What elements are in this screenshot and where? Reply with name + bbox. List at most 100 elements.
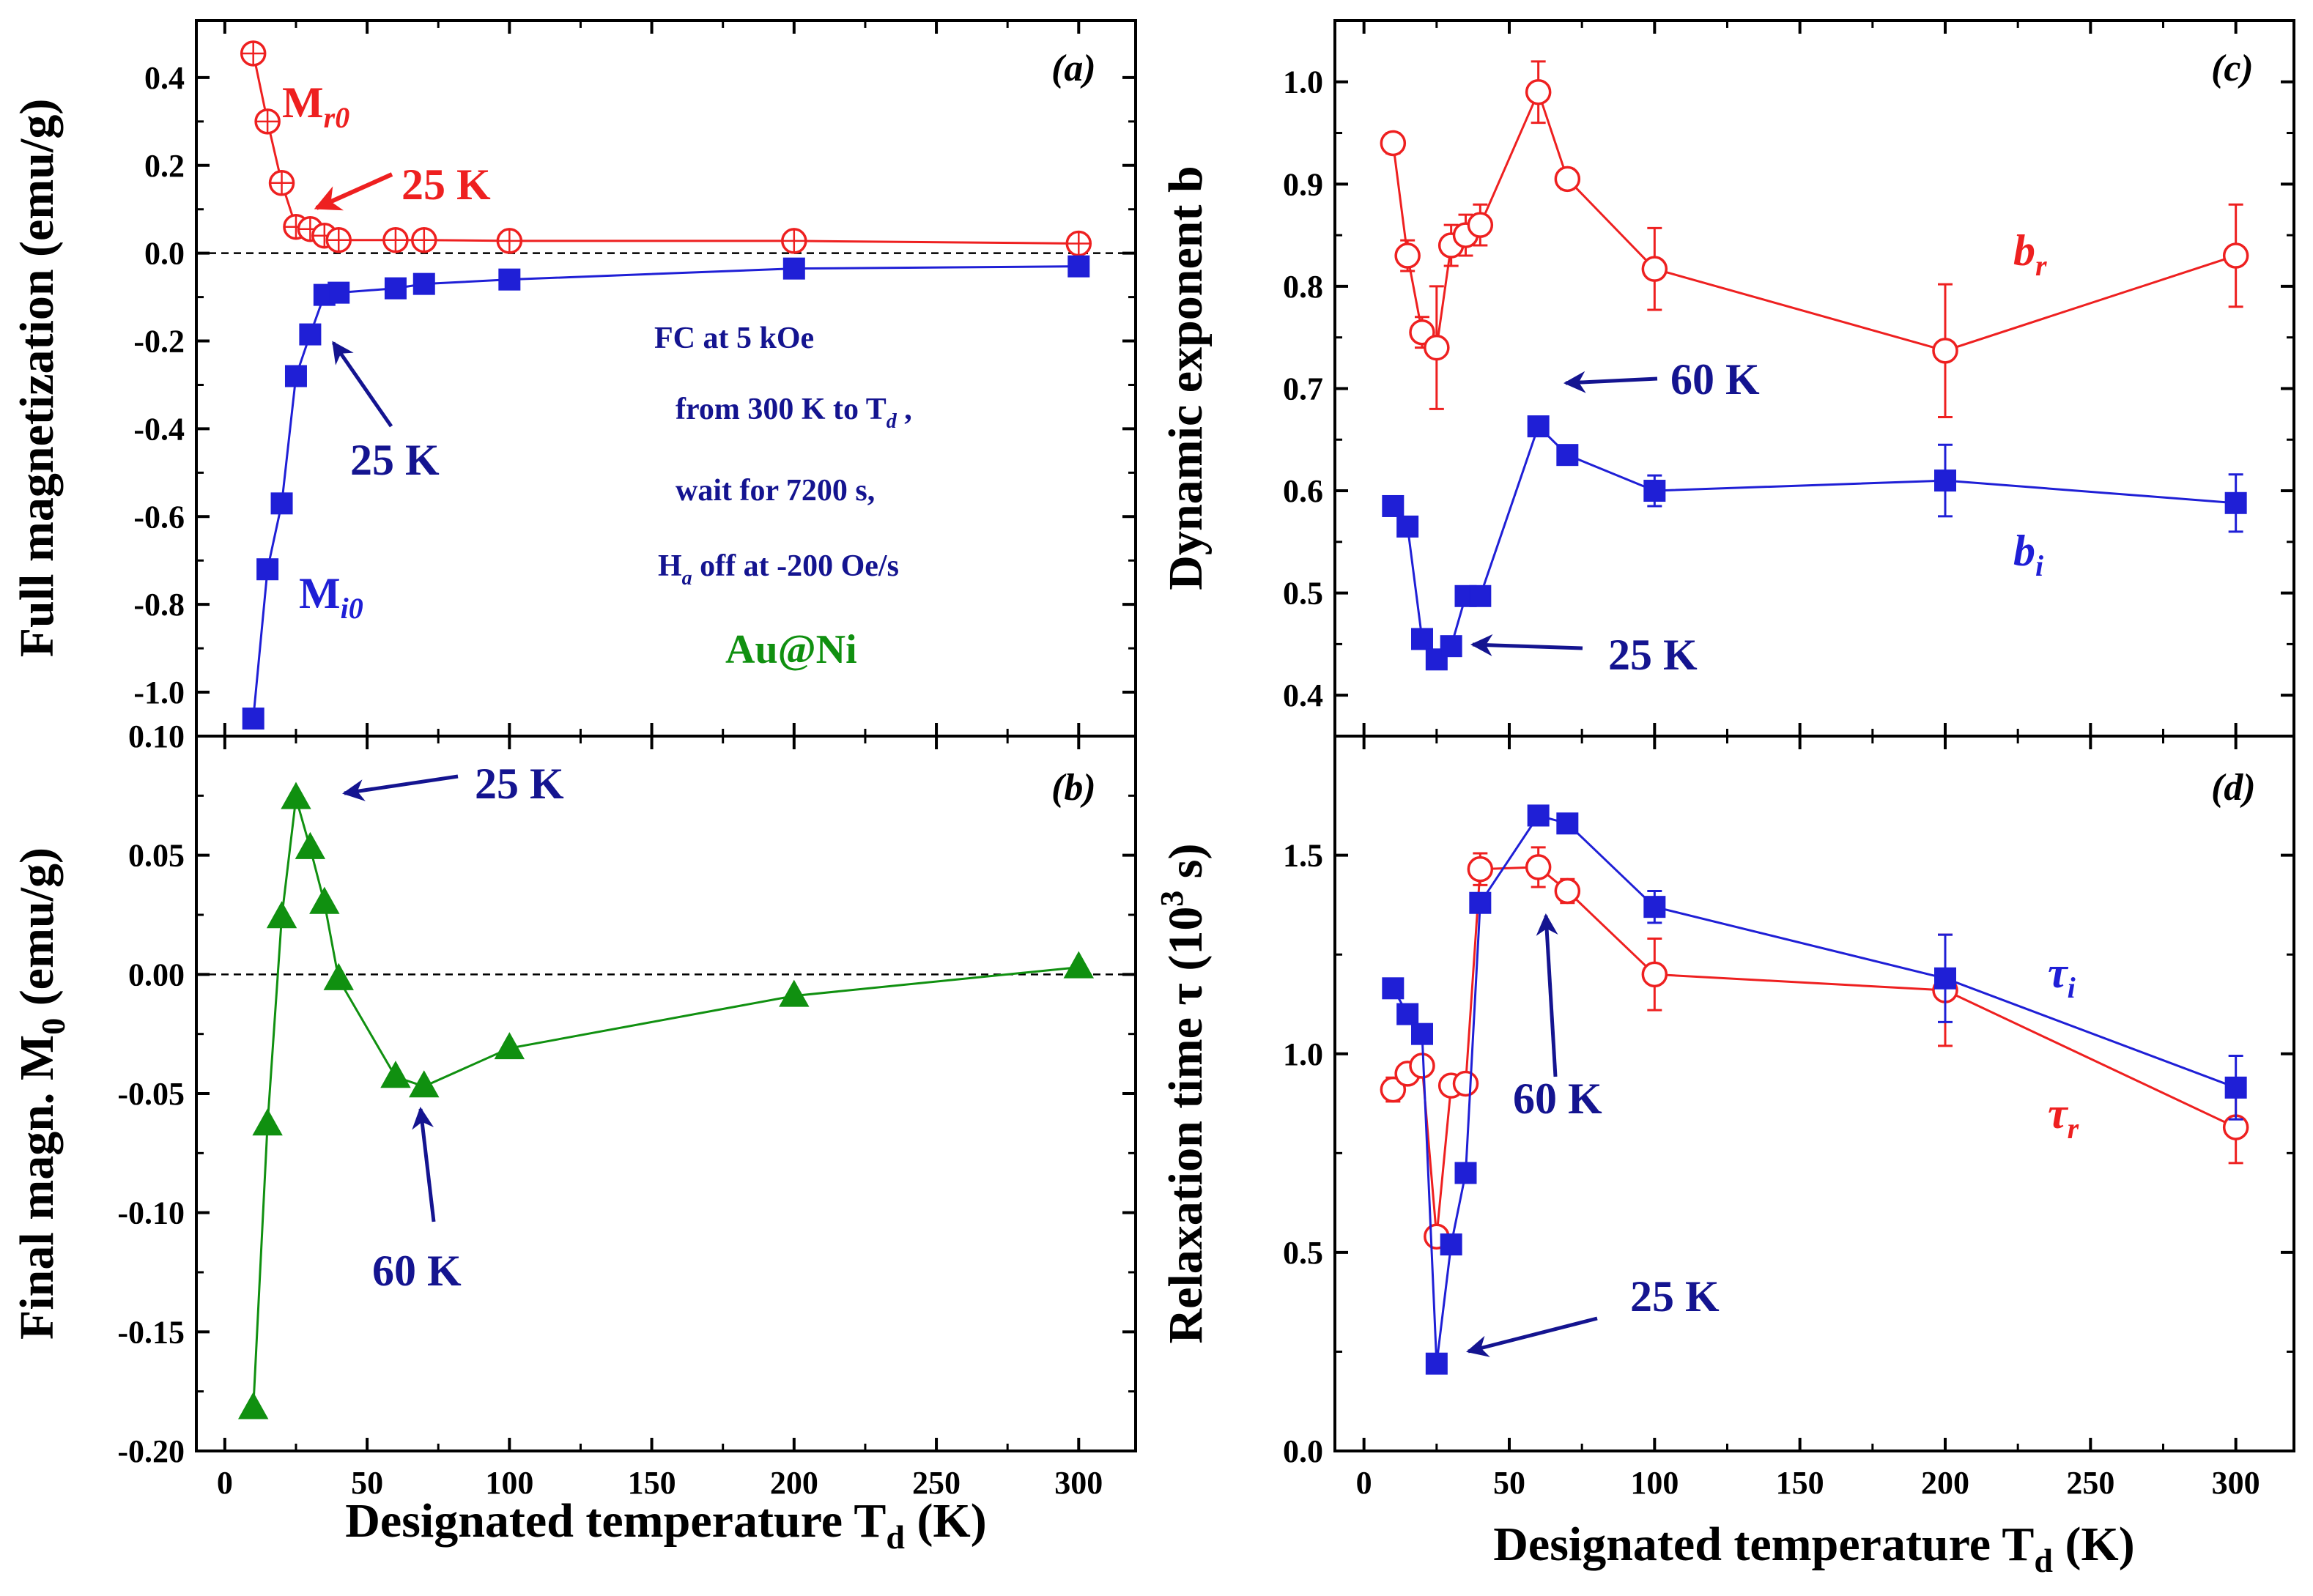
panel-label: (c) xyxy=(2211,48,2254,89)
y-tick-label: -0.10 xyxy=(117,1195,185,1231)
x-tick-label: 250 xyxy=(2066,1465,2114,1501)
annotation-sample: Au@Ni xyxy=(725,627,857,672)
series xyxy=(237,782,1095,1419)
data-point xyxy=(1382,494,1405,517)
data-point xyxy=(1643,480,1666,502)
y-tick-label: 0.5 xyxy=(1283,1235,1323,1271)
x-tick-label: 50 xyxy=(1493,1465,1525,1501)
data-point xyxy=(1425,1352,1448,1375)
arrow-60k xyxy=(1563,371,1658,393)
data-point xyxy=(1454,1162,1477,1184)
data-point xyxy=(1934,469,1956,492)
data-point xyxy=(494,1032,525,1060)
annotation-25k-navy: 25 K xyxy=(350,436,440,484)
x-tick-label: 0 xyxy=(217,1465,233,1501)
y-tick-label: -0.05 xyxy=(117,1076,185,1112)
annotation-mi0: Mi0 xyxy=(299,569,363,625)
x-axis-title-left: Designated temperature Td (K) xyxy=(345,1494,987,1556)
y-tick-label: 0.05 xyxy=(128,838,185,874)
data-point xyxy=(1554,166,1581,193)
y-tick-label: -0.20 xyxy=(117,1433,185,1469)
data-point xyxy=(1382,977,1405,1000)
x-tick-label: 150 xyxy=(1776,1465,1824,1501)
panel-b: 0 50 100 150 200 250 300 0.10 0.05 0.00 -0.05 -0.10… xyxy=(10,719,1137,1501)
data-point xyxy=(1452,1070,1479,1097)
data-point xyxy=(323,962,354,990)
y-tick-label: 0.9 xyxy=(1283,166,1323,202)
data-point xyxy=(1934,967,1956,990)
x-tick-label: 100 xyxy=(485,1465,533,1501)
annotation-60k: 60 K xyxy=(372,1247,462,1295)
y-tick-label: 0.2 xyxy=(144,148,185,184)
arrow-60k xyxy=(1536,913,1558,1077)
y-tick-label: 0.5 xyxy=(1283,576,1323,612)
data-point xyxy=(1394,242,1421,269)
arrow-25k xyxy=(342,774,459,801)
data-point xyxy=(327,281,350,304)
data-point xyxy=(242,708,264,730)
data-point xyxy=(409,1070,440,1098)
data-point xyxy=(1527,804,1550,827)
arrow-25k-navy xyxy=(331,341,393,428)
data-point xyxy=(2224,491,2247,514)
series-line-br xyxy=(1391,89,2237,352)
data-point xyxy=(256,558,279,581)
data-point xyxy=(270,492,293,515)
data-point xyxy=(1469,584,1492,607)
ticks: 0 50 100 150 200 250 300 0.10 0.05 0.00 -0.05 -0.10… xyxy=(117,719,1136,1501)
annotation-protocol-3: wait for 7200 s, xyxy=(676,474,875,508)
data-point xyxy=(2224,1076,2247,1099)
annotation-60k: 60 K xyxy=(1513,1074,1602,1123)
x-tick-label: 250 xyxy=(912,1465,961,1501)
panel-label: (a) xyxy=(1051,48,1096,89)
data-point xyxy=(299,323,322,346)
data-point xyxy=(266,901,297,929)
data-point xyxy=(1467,855,1494,883)
annotation-25k: 25 K xyxy=(475,760,564,808)
y-tick-label: -0.15 xyxy=(117,1314,185,1350)
data-point xyxy=(1424,334,1450,361)
data-point xyxy=(1527,415,1550,438)
annotation-protocol-2: from 300 K to Td , xyxy=(676,393,912,433)
annotation-25k-red: 25 K xyxy=(401,160,491,209)
annotation-bi: bi xyxy=(2013,527,2043,582)
y-tick-label: 1.0 xyxy=(1283,1036,1323,1072)
data-point xyxy=(412,272,435,295)
series xyxy=(1380,60,2249,671)
data-point xyxy=(1411,628,1433,650)
y-tick-label: -0.8 xyxy=(133,587,185,623)
data-point xyxy=(1067,255,1090,278)
data-point xyxy=(1063,951,1095,979)
panel-c: 1.0 0.9 0.8 0.7 0.6 0.5 0.4 (c) Dynamic expone… xyxy=(1159,19,2295,738)
data-point xyxy=(1554,877,1581,905)
data-point xyxy=(284,365,307,387)
panel-d: 0 50 100 150 200 250 300 1.5 1.0 0.5 0.0 (d) Relax… xyxy=(1154,735,2295,1501)
data-point xyxy=(1411,1022,1433,1045)
y-axis-title: Full magnetization (emu/g) xyxy=(10,99,64,658)
y-axis-title: Final magn. M0 (emu/g) xyxy=(10,847,72,1340)
annotation-25k: 25 K xyxy=(1608,631,1698,679)
y-tick-label: 1.0 xyxy=(1283,64,1323,100)
data-point xyxy=(1643,896,1666,918)
data-point xyxy=(782,257,805,280)
data-point xyxy=(281,782,311,809)
panel-label: (b) xyxy=(1051,767,1096,809)
y-tick-label: -0.6 xyxy=(133,499,185,535)
y-tick-label: 0.10 xyxy=(128,719,185,754)
arrow-25k-red xyxy=(314,172,393,211)
series xyxy=(1380,804,2249,1375)
annotation-taur: τr xyxy=(2048,1089,2079,1145)
data-point xyxy=(1440,635,1462,658)
y-tick-label: 0.0 xyxy=(1283,1433,1323,1469)
data-point xyxy=(309,886,340,914)
y-tick-label: 0.00 xyxy=(128,957,185,992)
data-point xyxy=(1641,256,1668,282)
plot-frame xyxy=(1333,735,2295,1452)
y-tick-label: -1.0 xyxy=(133,675,185,710)
series-line-M0 xyxy=(252,798,1079,1408)
y-tick-label: 1.5 xyxy=(1283,838,1323,874)
ticks: 0.4 0.2 0.0 -0.2 -0.4 -0.6 -0.8 -1.0 xyxy=(133,21,1136,736)
data-point xyxy=(2222,242,2249,269)
data-point xyxy=(1396,515,1419,538)
x-tick-label: 0 xyxy=(1356,1465,1372,1501)
